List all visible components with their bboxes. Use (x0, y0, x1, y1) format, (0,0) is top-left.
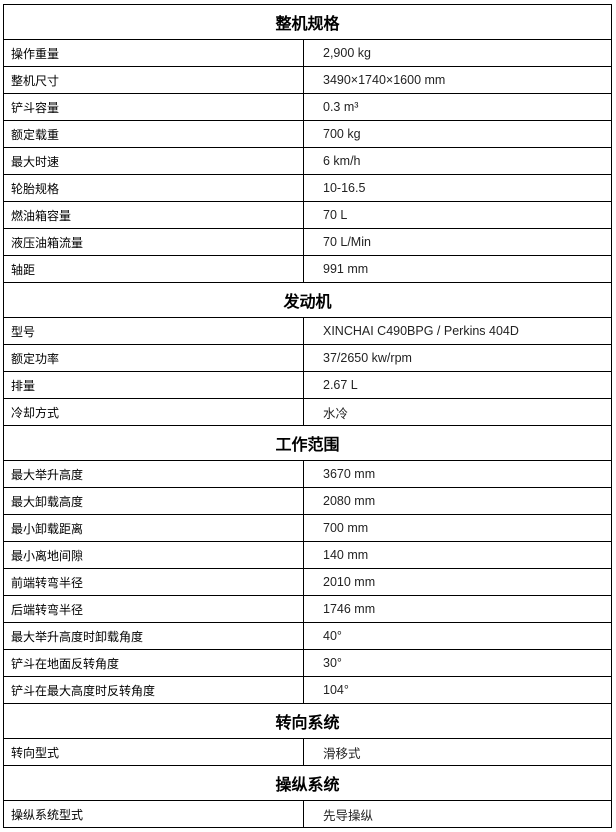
section-title: 转向系统 (3, 703, 612, 739)
spec-label: 额定功率 (3, 344, 304, 372)
spec-row: 轮胎规格 10-16.5 (3, 174, 612, 202)
spec-row: 铲斗在地面反转角度 30° (3, 649, 612, 677)
section-header-row: 工作范围 (3, 425, 612, 461)
spec-label: 前端转弯半径 (3, 568, 304, 596)
spec-row: 额定功率 37/2650 kw/rpm (3, 344, 612, 372)
spec-label: 最小卸载距离 (3, 514, 304, 542)
section-header-row: 发动机 (3, 282, 612, 318)
spec-label: 铲斗容量 (3, 93, 304, 121)
spec-value: 3490×1740×1600 mm (303, 66, 612, 94)
spec-row: 冷却方式 水冷 (3, 398, 612, 426)
spec-value: 700 mm (303, 514, 612, 542)
spec-label: 操作重量 (3, 39, 304, 67)
spec-value: 滑移式 (303, 738, 612, 766)
spec-row: 操纵系统型式 先导操纵 (3, 800, 612, 828)
spec-row: 最大时速 6 km/h (3, 147, 612, 175)
spec-row: 型号 XINCHAI C490BPG / Perkins 404D (3, 317, 612, 345)
spec-value: 2010 mm (303, 568, 612, 596)
spec-value: 1746 mm (303, 595, 612, 623)
spec-label: 铲斗在地面反转角度 (3, 649, 304, 677)
spec-label: 额定载重 (3, 120, 304, 148)
section-title: 整机规格 (3, 4, 612, 40)
section-title: 工作范围 (3, 425, 612, 461)
spec-value: 140 mm (303, 541, 612, 569)
spec-row: 最大卸载高度 2080 mm (3, 487, 612, 515)
spec-row: 转向型式 滑移式 (3, 738, 612, 766)
spec-row: 最小卸载距离 700 mm (3, 514, 612, 542)
spec-value: 6 km/h (303, 147, 612, 175)
spec-value: XINCHAI C490BPG / Perkins 404D (303, 317, 612, 345)
spec-label: 操纵系统型式 (3, 800, 304, 828)
spec-value: 40° (303, 622, 612, 650)
spec-row: 额定载重 700 kg (3, 120, 612, 148)
spec-row: 操作重量 2,900 kg (3, 39, 612, 67)
spec-label: 铲斗在最大高度时反转角度 (3, 676, 304, 704)
spec-value: 700 kg (303, 120, 612, 148)
spec-value: 37/2650 kw/rpm (303, 344, 612, 372)
spec-value: 10-16.5 (303, 174, 612, 202)
spec-value: 991 mm (303, 255, 612, 283)
spec-value: 70 L/Min (303, 228, 612, 256)
spec-label: 燃油箱容量 (3, 201, 304, 229)
spec-row: 液压油箱流量 70 L/Min (3, 228, 612, 256)
spec-row: 前端转弯半径 2010 mm (3, 568, 612, 596)
spec-label: 最大举升高度 (3, 460, 304, 488)
spec-label: 液压油箱流量 (3, 228, 304, 256)
spec-label: 冷却方式 (3, 398, 304, 426)
section-title: 发动机 (3, 282, 612, 318)
section-header-row: 转向系统 (3, 703, 612, 739)
spec-label: 轴距 (3, 255, 304, 283)
spec-value: 2.67 L (303, 371, 612, 399)
spec-row: 轴距 991 mm (3, 255, 612, 283)
section-header-row: 整机规格 (3, 4, 612, 40)
spec-label: 后端转弯半径 (3, 595, 304, 623)
spec-label: 轮胎规格 (3, 174, 304, 202)
spec-label: 最大时速 (3, 147, 304, 175)
spec-row: 最大举升高度 3670 mm (3, 460, 612, 488)
spec-label: 最小离地间隙 (3, 541, 304, 569)
spec-row: 整机尺寸 3490×1740×1600 mm (3, 66, 612, 94)
spec-value: 0.3 m³ (303, 93, 612, 121)
spec-value: 先导操纵 (303, 800, 612, 828)
spec-label: 整机尺寸 (3, 66, 304, 94)
spec-row: 铲斗容量 0.3 m³ (3, 93, 612, 121)
spec-value: 104° (303, 676, 612, 704)
spec-value: 2,900 kg (303, 39, 612, 67)
spec-value: 30° (303, 649, 612, 677)
spec-value: 3670 mm (303, 460, 612, 488)
spec-value: 2080 mm (303, 487, 612, 515)
section-title: 操纵系统 (3, 765, 612, 801)
spec-row: 最小离地间隙 140 mm (3, 541, 612, 569)
spec-label: 转向型式 (3, 738, 304, 766)
spec-table: 整机规格 操作重量 2,900 kg 整机尺寸 3490×1740×1600 mm 铲斗容… (3, 4, 612, 828)
spec-row: 铲斗在最大高度时反转角度 104° (3, 676, 612, 704)
spec-label: 型号 (3, 317, 304, 345)
section-header-row: 操纵系统 (3, 765, 612, 801)
spec-row: 排量 2.67 L (3, 371, 612, 399)
spec-label: 最大卸载高度 (3, 487, 304, 515)
spec-value: 水冷 (303, 398, 612, 426)
spec-row: 后端转弯半径 1746 mm (3, 595, 612, 623)
spec-row: 最大举升高度时卸载角度 40° (3, 622, 612, 650)
spec-label: 排量 (3, 371, 304, 399)
spec-label: 最大举升高度时卸载角度 (3, 622, 304, 650)
spec-row: 燃油箱容量 70 L (3, 201, 612, 229)
spec-value: 70 L (303, 201, 612, 229)
